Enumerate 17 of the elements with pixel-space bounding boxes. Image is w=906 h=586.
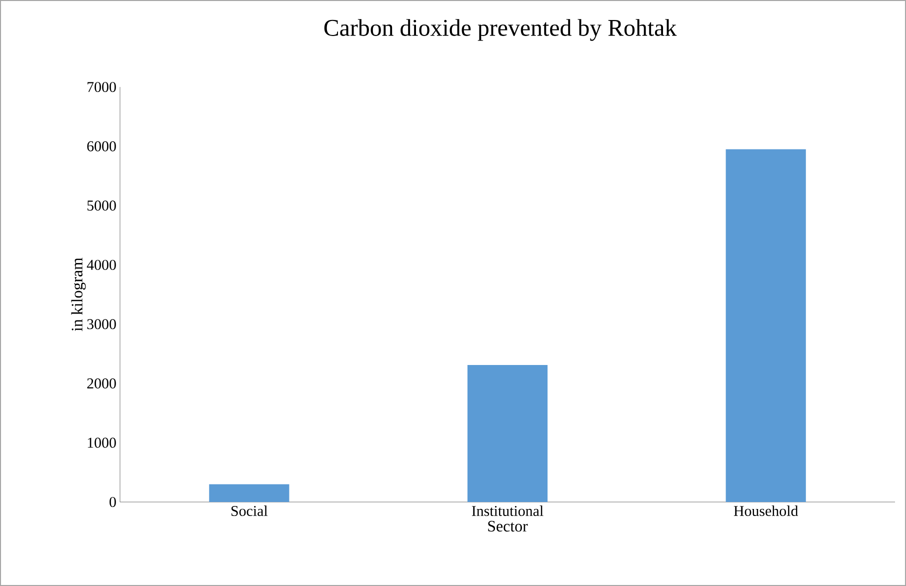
chart-title: Carbon dioxide prevented by Rohtak [324,19,677,41]
y-tick-label: 6000 [87,141,116,152]
y-tick-label: 2000 [87,378,116,388]
x-tick-label: Social [231,506,268,516]
y-tick-label: 1000 [88,438,116,448]
x-axis-title: Sector [488,520,528,532]
y-tick-label: 0 [110,496,116,508]
bar [726,149,806,502]
x-tick-label: Household [734,506,798,516]
y-axis-title: in kilogram [71,258,86,332]
y-tick-label: 7000 [88,82,116,92]
bar [209,484,290,502]
y-tick-label: 4000 [86,260,116,270]
y-tick-label: 3000 [87,319,116,330]
x-tick-label: Institutional [472,506,544,516]
y-tick-label: 5000 [87,200,116,211]
bar [467,365,548,502]
